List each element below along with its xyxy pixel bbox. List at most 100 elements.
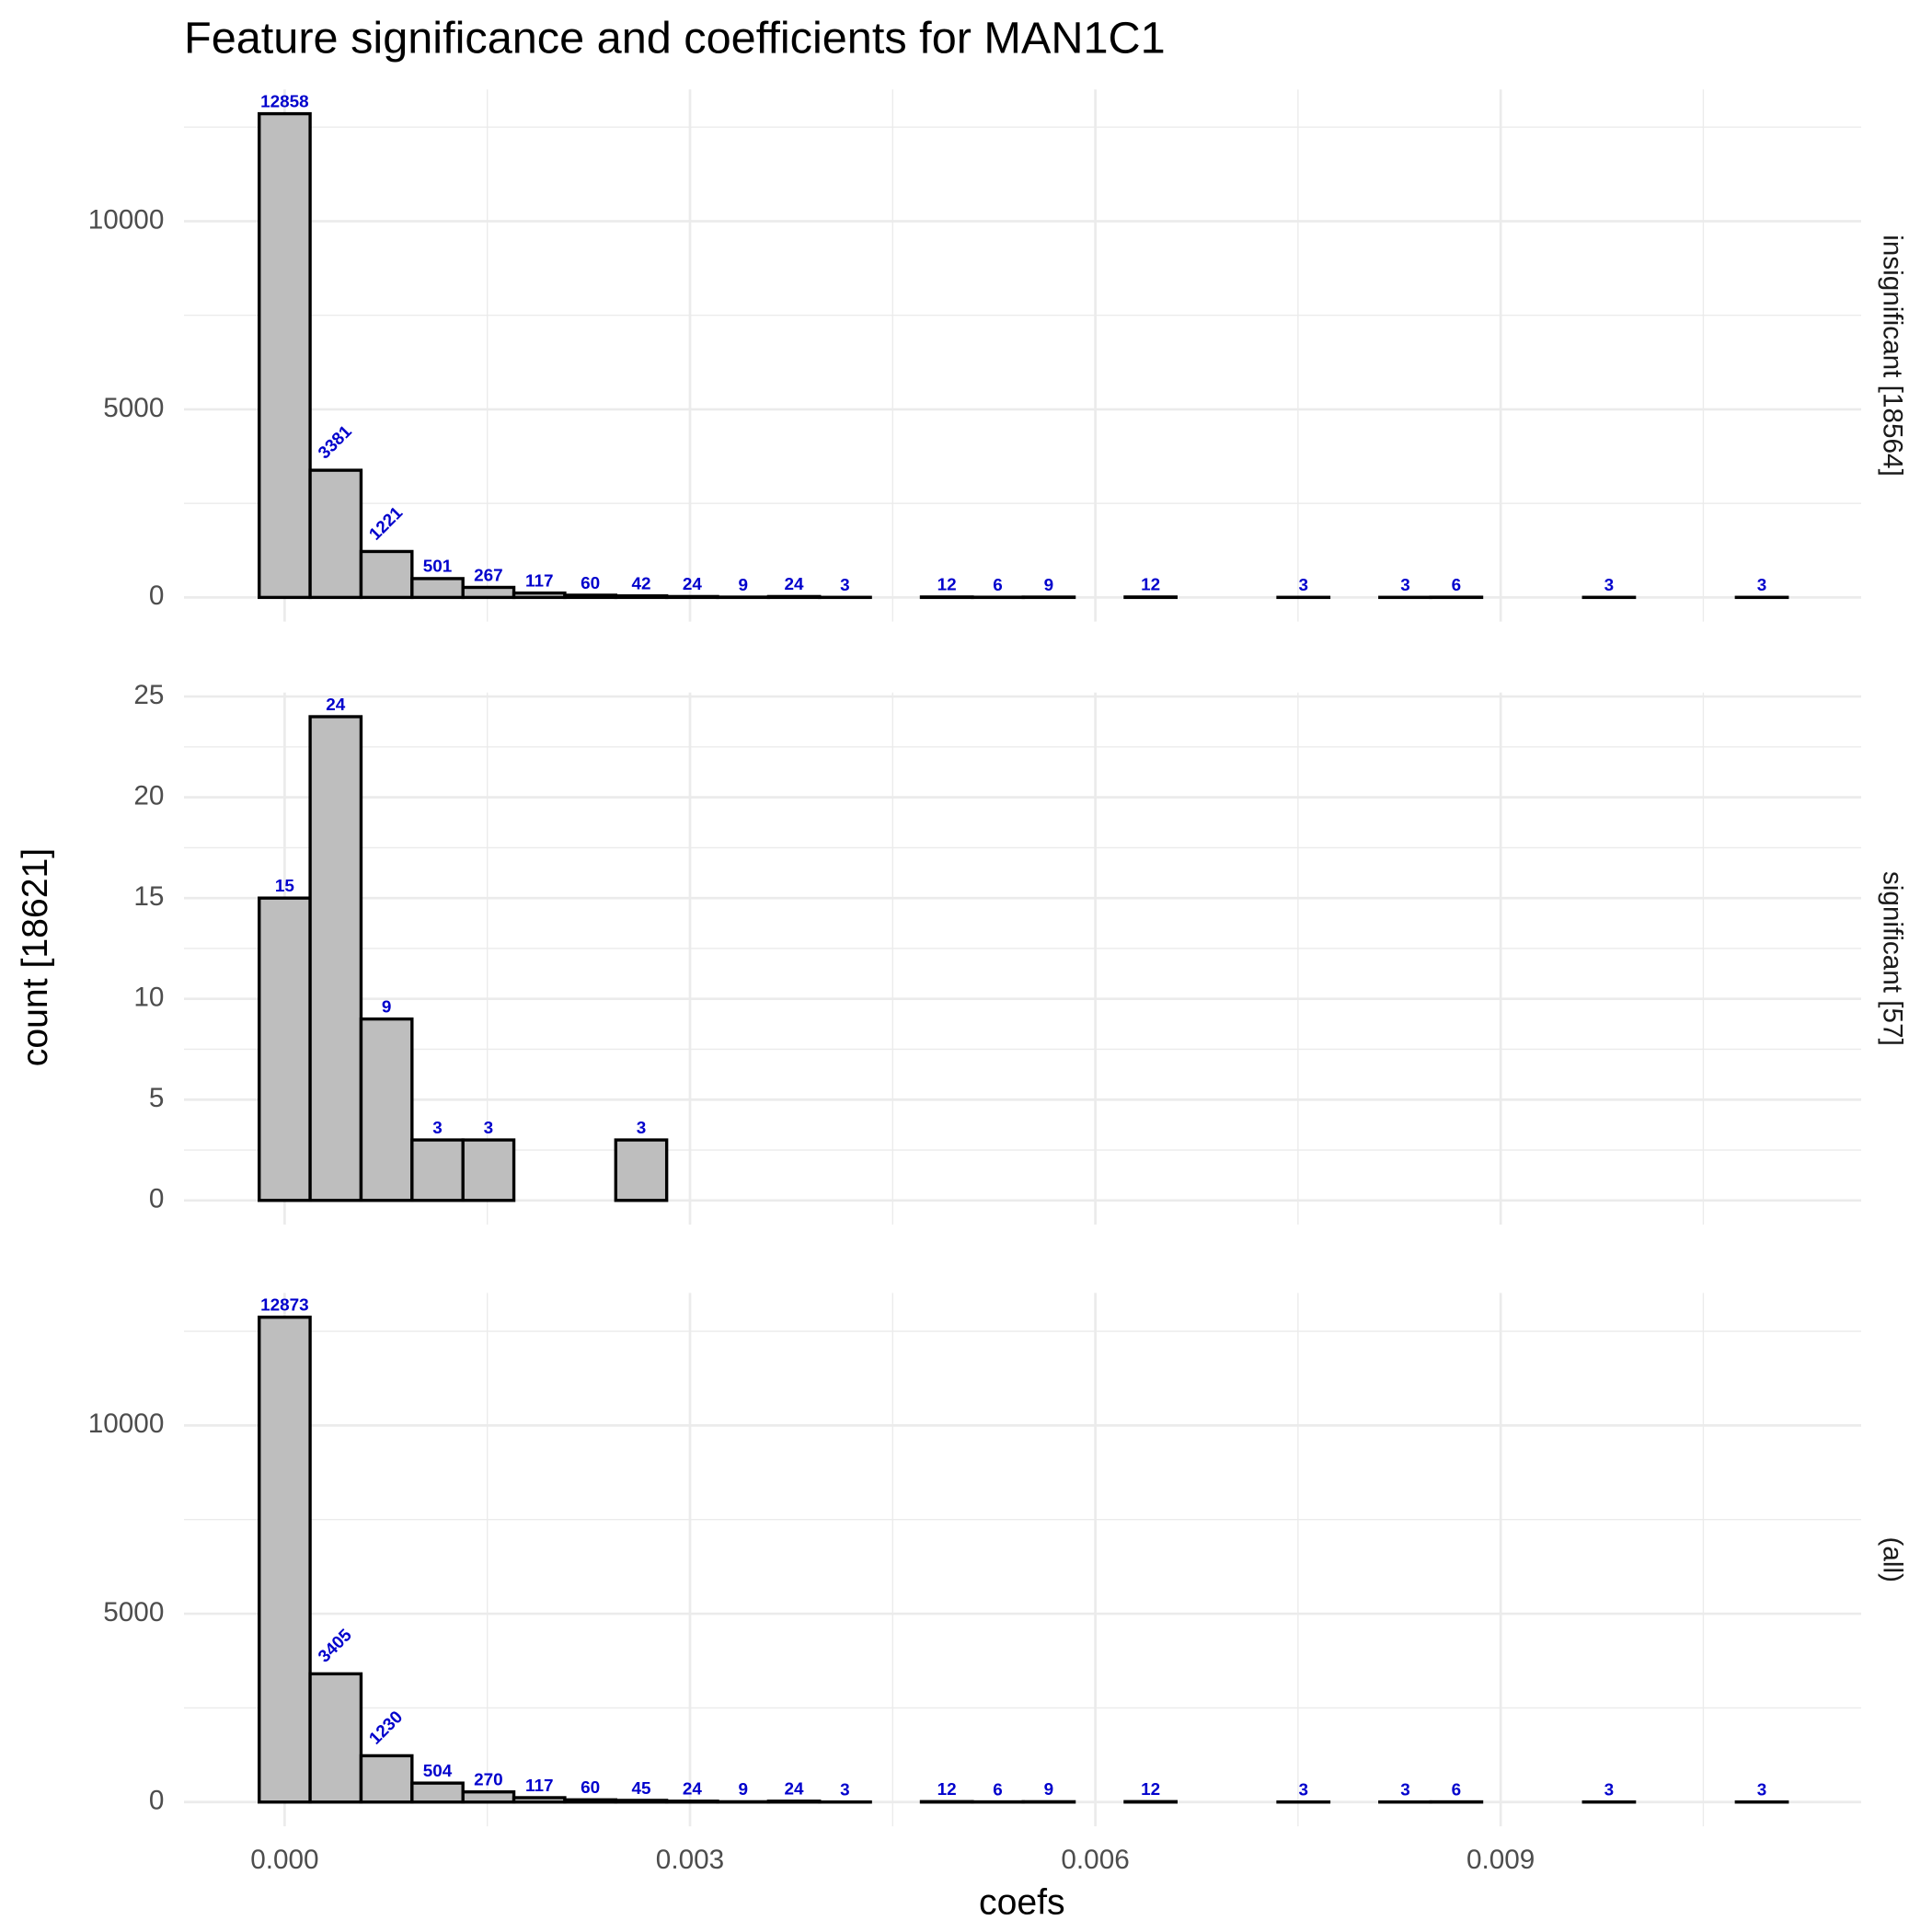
data-label: 9 [382,997,392,1017]
x-tick-label: 0.009 [1466,1845,1535,1875]
data-label: 3 [1757,1780,1767,1800]
data-label: 12873 [260,1296,309,1316]
bar [461,1790,516,1804]
bar [308,715,363,1202]
data-label: 24 [326,696,346,715]
y-tick-label: 10 [133,983,164,1013]
bar [512,1796,567,1804]
data-label: 12 [937,576,957,595]
data-label: 60 [581,1778,600,1798]
bar [512,591,567,600]
facet-strip-label: insignificant [18564] [1878,235,1908,477]
data-label: 1221 [365,503,407,545]
bar [258,1316,312,1804]
data-label: 12858 [260,92,309,111]
data-label: 3 [840,576,850,595]
data-label: 3 [1604,576,1615,595]
bar [308,1672,363,1804]
x-tick-label: 0.003 [656,1845,724,1875]
data-label: 45 [631,1779,650,1799]
y-tick-label: 0 [149,1184,165,1214]
data-label: 15 [275,877,294,896]
x-tick-label: 0.006 [1061,1845,1129,1875]
data-label: 3 [1757,576,1767,595]
y-tick-label: 5000 [103,393,164,423]
data-label: 504 [423,1762,453,1781]
bar [614,1138,669,1202]
data-label: 117 [525,1777,554,1796]
bar [461,585,516,600]
bar [664,594,719,600]
y-tick-label: 5 [149,1083,165,1113]
data-label: 24 [785,575,805,594]
y-axis-title: count [18621] [16,848,55,1066]
bar [410,577,465,600]
bar [359,1017,414,1202]
data-label: 24 [785,1780,805,1800]
y-tick-label: 10000 [88,1409,165,1439]
data-label: 1230 [365,1708,407,1749]
data-label: 6 [1452,1780,1462,1800]
data-label: 3381 [315,422,356,464]
data-label: 501 [423,558,453,577]
data-label: 9 [738,576,748,595]
bar [359,1754,414,1804]
bar [766,594,822,600]
bar [766,1800,822,1804]
bar [410,1138,465,1202]
facet-strip-label: (all) [1878,1537,1908,1583]
data-label: 6 [993,1780,1003,1800]
data-label: 270 [474,1771,503,1790]
data-label: 3 [1604,1780,1615,1800]
data-label: 117 [525,571,554,591]
bar [410,1781,465,1804]
bar [258,896,312,1202]
bar [664,1800,719,1804]
bar [308,468,363,600]
data-label: 12 [1141,1780,1160,1800]
data-label: 3 [1400,1780,1410,1800]
data-label: 42 [631,575,650,594]
data-label: 3 [1400,576,1410,595]
data-label: 60 [581,574,600,593]
data-label: 24 [683,1780,703,1800]
data-label: 12 [1141,576,1160,595]
data-label: 3 [840,1780,850,1800]
data-label: 3 [637,1119,647,1138]
data-label: 267 [474,566,503,585]
y-tick-label: 0 [149,581,165,611]
x-tick-label: 0.000 [250,1845,318,1875]
y-tick-label: 10000 [88,204,165,235]
bar [614,1799,669,1804]
data-label: 3 [1298,576,1308,595]
y-tick-label: 0 [149,1786,165,1816]
data-label: 12 [937,1780,957,1800]
chart-title: Feature significance and coefficients fo… [184,13,1166,63]
bar [359,549,414,600]
bar [258,111,312,600]
data-label: 24 [683,575,703,594]
data-label: 3 [484,1119,494,1138]
data-label: 3405 [315,1626,356,1667]
data-label: 6 [993,576,1003,595]
y-tick-label: 25 [133,680,164,710]
y-tick-label: 20 [133,780,164,811]
bar [563,593,617,600]
data-label: 3 [1298,1780,1308,1800]
data-label: 9 [738,1780,748,1800]
data-label: 6 [1452,576,1462,595]
y-tick-label: 5000 [103,1597,164,1627]
data-label: 3 [432,1119,443,1138]
bar [461,1138,516,1202]
bar [614,593,669,600]
facet-panel: 0 5 10 15 20 25 15 24 9 3 3 3 significant [57] [133,680,1908,1225]
data-label: 9 [1044,576,1054,595]
bar [563,1798,617,1804]
y-tick-label: 15 [133,881,164,912]
data-label: 9 [1044,1780,1054,1800]
facet-strip-label: significant [57] [1878,871,1908,1046]
